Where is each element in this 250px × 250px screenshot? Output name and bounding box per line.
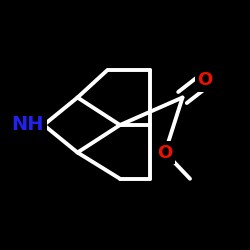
Text: O: O <box>158 144 172 162</box>
Text: O: O <box>198 71 212 89</box>
Text: NH: NH <box>11 116 44 134</box>
